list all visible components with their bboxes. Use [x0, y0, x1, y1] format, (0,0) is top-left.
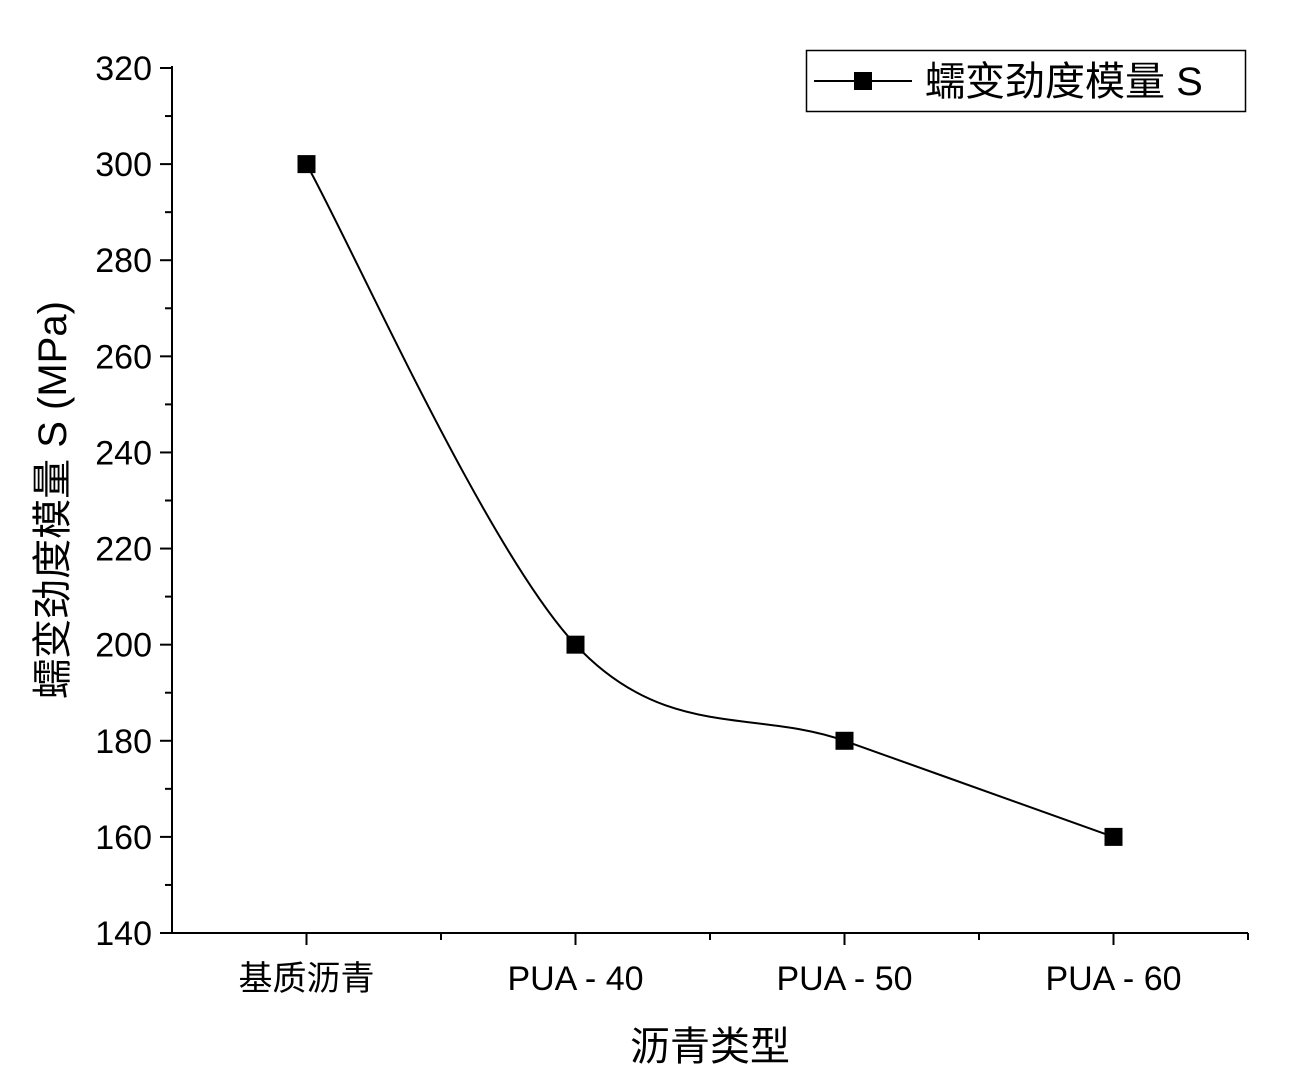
y-tick-label: 240	[95, 434, 152, 472]
legend: 蠕变劲度模量 S	[805, 49, 1247, 113]
series-line	[305, 163, 1114, 838]
y-tick-label: 140	[95, 915, 152, 953]
legend-label: 蠕变劲度模量 S	[925, 60, 1203, 104]
y-tick-label: 320	[95, 50, 152, 88]
y-tick-label: 160	[95, 819, 152, 857]
y-axis-label: 蠕变劲度模量 S (MPa)	[31, 301, 75, 699]
data-point-marker	[1104, 827, 1123, 846]
data-point-marker	[835, 731, 854, 750]
x-tick-label: PUA - 50	[776, 960, 912, 998]
y-tick-label: 180	[95, 723, 152, 761]
x-tick-label: PUA - 60	[1045, 960, 1181, 998]
y-tick-label: 300	[95, 146, 152, 184]
x-tick-label: PUA - 40	[507, 960, 643, 998]
axes	[171, 66, 1248, 934]
y-tick-label: 260	[95, 338, 152, 376]
data-point-marker	[566, 635, 585, 654]
x-axis-label: 沥青类型	[630, 1024, 790, 1070]
legend-marker	[854, 72, 872, 90]
y-tick-label: 220	[95, 531, 152, 569]
ticks: 140 160 180 200 220 240 260 280 300 320 基质沥青 PUA - …	[95, 50, 1249, 999]
series	[297, 155, 1123, 846]
data-point-marker	[297, 155, 316, 174]
x-tick-label: 基质沥青	[239, 959, 375, 999]
y-tick-label: 200	[95, 627, 152, 665]
y-tick-label: 280	[95, 242, 152, 280]
